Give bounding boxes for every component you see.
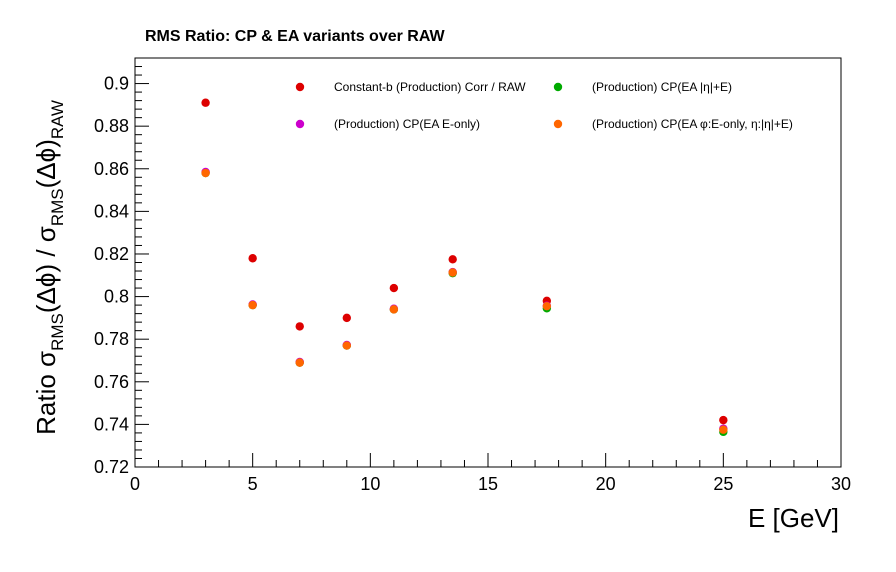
y-axis-label: Ratio σRMS(Δϕ) / σRMS(Δϕ)RAW [31,100,67,435]
legend: Constant-b (Production) Corr / RAW (Produ… [295,80,793,131]
x-tick-label: 10 [360,474,380,494]
y-tick-label: 0.86 [94,159,129,179]
data-points [201,98,728,437]
x-tick-label: 0 [130,474,140,494]
data-point [719,425,728,434]
y-tick-label: 0.8 [104,287,129,307]
x-tick-label: 30 [831,474,851,494]
x-axis: 0 5 10 15 20 25 30 [130,453,851,494]
legend-marker [295,119,305,129]
data-point [248,300,257,310]
y-tick-label: 0.72 [94,457,129,477]
data-point [342,341,351,350]
y-tick-label: 0.88 [94,116,129,136]
data-point [295,322,304,331]
y-axis: 0.72 0.74 0.76 0.78 0.8 0.82 0.84 0.86 0.88 0.9 [94,57,149,477]
y-tick-label: 0.74 [94,414,129,434]
legend-label: (Production) CP(EA |η|+E) [592,80,732,94]
y-tick-label: 0.82 [94,244,129,264]
x-tick-label: 20 [596,474,616,494]
data-point [448,268,457,277]
data-point [295,358,304,367]
data-point [389,283,399,293]
legend-label: (Production) CP(EA E-only) [334,117,480,131]
legend-marker [553,119,563,129]
legend-marker [295,82,305,92]
x-tick-label: 5 [248,474,258,494]
data-point [542,301,552,311]
data-point [389,305,399,314]
data-point [201,98,210,107]
y-tick-label: 0.78 [94,329,129,349]
x-tick-label: 15 [478,474,498,494]
y-tick-label: 0.84 [94,201,129,221]
data-point [201,168,210,178]
legend-label: Constant-b (Production) Corr / RAW [334,80,526,94]
data-point [248,254,257,263]
y-tick-label: 0.76 [94,372,129,392]
chart-title: RMS Ratio: CP & EA variants over RAW [145,28,446,45]
legend-marker [553,82,563,92]
x-tick-label: 25 [713,474,733,494]
data-point [719,415,728,425]
data-point [448,255,457,264]
x-axis-label: E [GeV] [748,503,839,533]
y-tick-label: 0.9 [104,74,129,94]
data-point [342,313,351,323]
legend-label: (Production) CP(EA φ:E-only, η:|η|+E) [592,117,793,131]
